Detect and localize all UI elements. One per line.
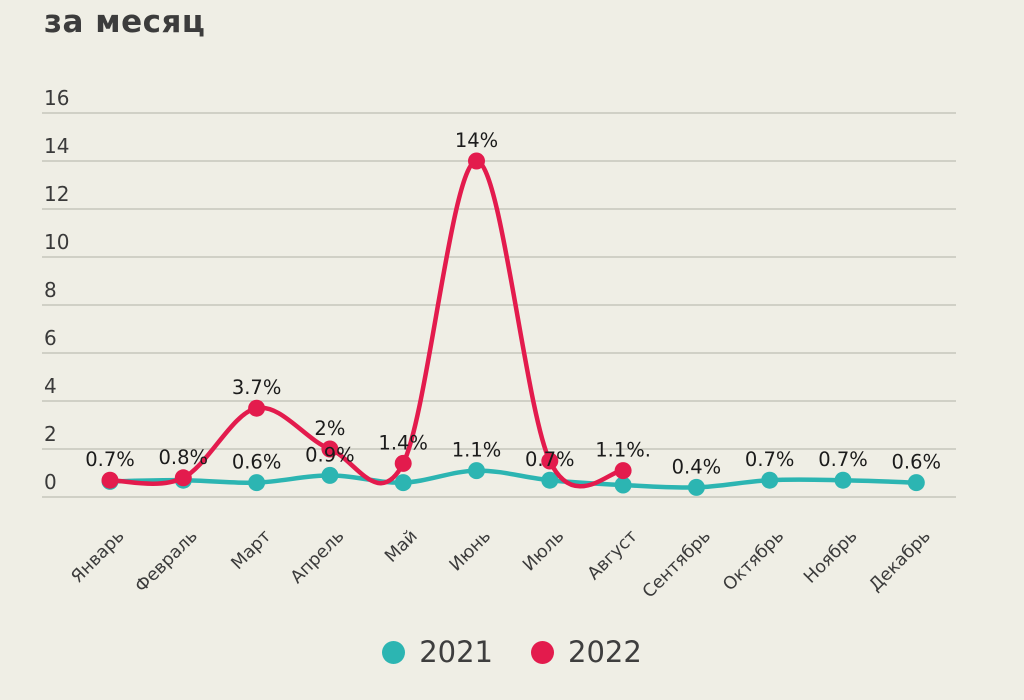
y-tick-label: 10: [44, 230, 69, 254]
series-2021-point: [394, 474, 412, 492]
series-2021-point: [614, 476, 632, 494]
x-axis-label: Ноябрь: [800, 526, 861, 587]
data-label: 0.7%: [818, 448, 868, 471]
series-2022-point: [101, 471, 119, 489]
legend-label-2021: 2021: [419, 635, 493, 669]
x-axis-label: Июль: [519, 526, 568, 575]
y-tick-label: 8: [44, 278, 57, 302]
data-label: 0.4%: [672, 455, 722, 478]
series-2021-point: [907, 474, 925, 492]
data-label: 0.7%: [525, 448, 575, 471]
series-2021-point: [687, 478, 705, 496]
y-tick-label: 2: [44, 422, 57, 446]
data-label: 0.9%: [305, 443, 355, 466]
y-tick-label: 0: [44, 470, 57, 494]
series-2021-point: [321, 466, 339, 484]
chart-svg: 0 2 4 6 8 10 12 14 16 Январь Февраль Март Апрель Май И…: [42, 86, 956, 602]
y-tick-label: 4: [44, 374, 57, 398]
y-tick-label: 14: [44, 134, 69, 158]
data-label: 14%: [455, 129, 498, 152]
page-title: за месяц: [44, 4, 206, 40]
series-2021-point: [834, 471, 852, 489]
x-axis-label: Сентябрь: [639, 526, 715, 602]
x-axis-label: Май: [381, 526, 421, 566]
series-2022-point: [321, 440, 339, 458]
data-label: 3.7%: [232, 376, 282, 399]
data-label: 0.8%: [159, 446, 209, 469]
data-label: 0.6%: [232, 451, 282, 474]
series-2022-point: [614, 462, 632, 480]
x-axis-label: Июнь: [446, 526, 495, 575]
x-axis-label: Декабрь: [866, 526, 935, 595]
data-label: 1.1%: [452, 439, 502, 462]
legend-dot-2022-icon: [531, 640, 554, 664]
y-tick-label: 16: [44, 86, 69, 110]
data-label: 1.1%.: [595, 439, 651, 462]
data-label: 0.7%: [85, 448, 135, 471]
chart-legend: 2021 2022: [0, 630, 1024, 674]
data-label: 0.6%: [892, 451, 942, 474]
series-2022-point: [541, 452, 559, 470]
series-2021-point: [248, 474, 266, 492]
x-axis-label: Август: [584, 526, 642, 584]
x-axis-label: Март: [228, 526, 275, 573]
series-2022-point: [394, 454, 412, 472]
y-tick-label: 6: [44, 326, 57, 350]
legend-label-2022: 2022: [568, 635, 642, 669]
series-2021-point: [468, 462, 485, 480]
data-label: 2%: [314, 417, 345, 440]
data-label: 0.7%: [745, 448, 795, 471]
x-axis-label: Январь: [68, 526, 129, 587]
x-axis-label: Февраль: [131, 526, 201, 596]
data-label: 1.4%: [378, 431, 428, 454]
legend-item-2022: 2022: [531, 635, 642, 669]
x-axis-label: Октябрь: [719, 526, 788, 595]
series-2022-line: [107, 158, 626, 489]
series-2021-point: [761, 471, 779, 489]
legend-item-2021: 2021: [382, 635, 493, 669]
series-2022-point: [468, 152, 485, 170]
series-2022-point: [174, 469, 192, 487]
x-axis-label: Апрель: [287, 526, 348, 587]
legend-dot-2021-icon: [382, 640, 406, 664]
series-2021-point: [541, 471, 559, 489]
series-2022-point: [248, 399, 266, 417]
y-tick-label: 12: [44, 182, 69, 206]
